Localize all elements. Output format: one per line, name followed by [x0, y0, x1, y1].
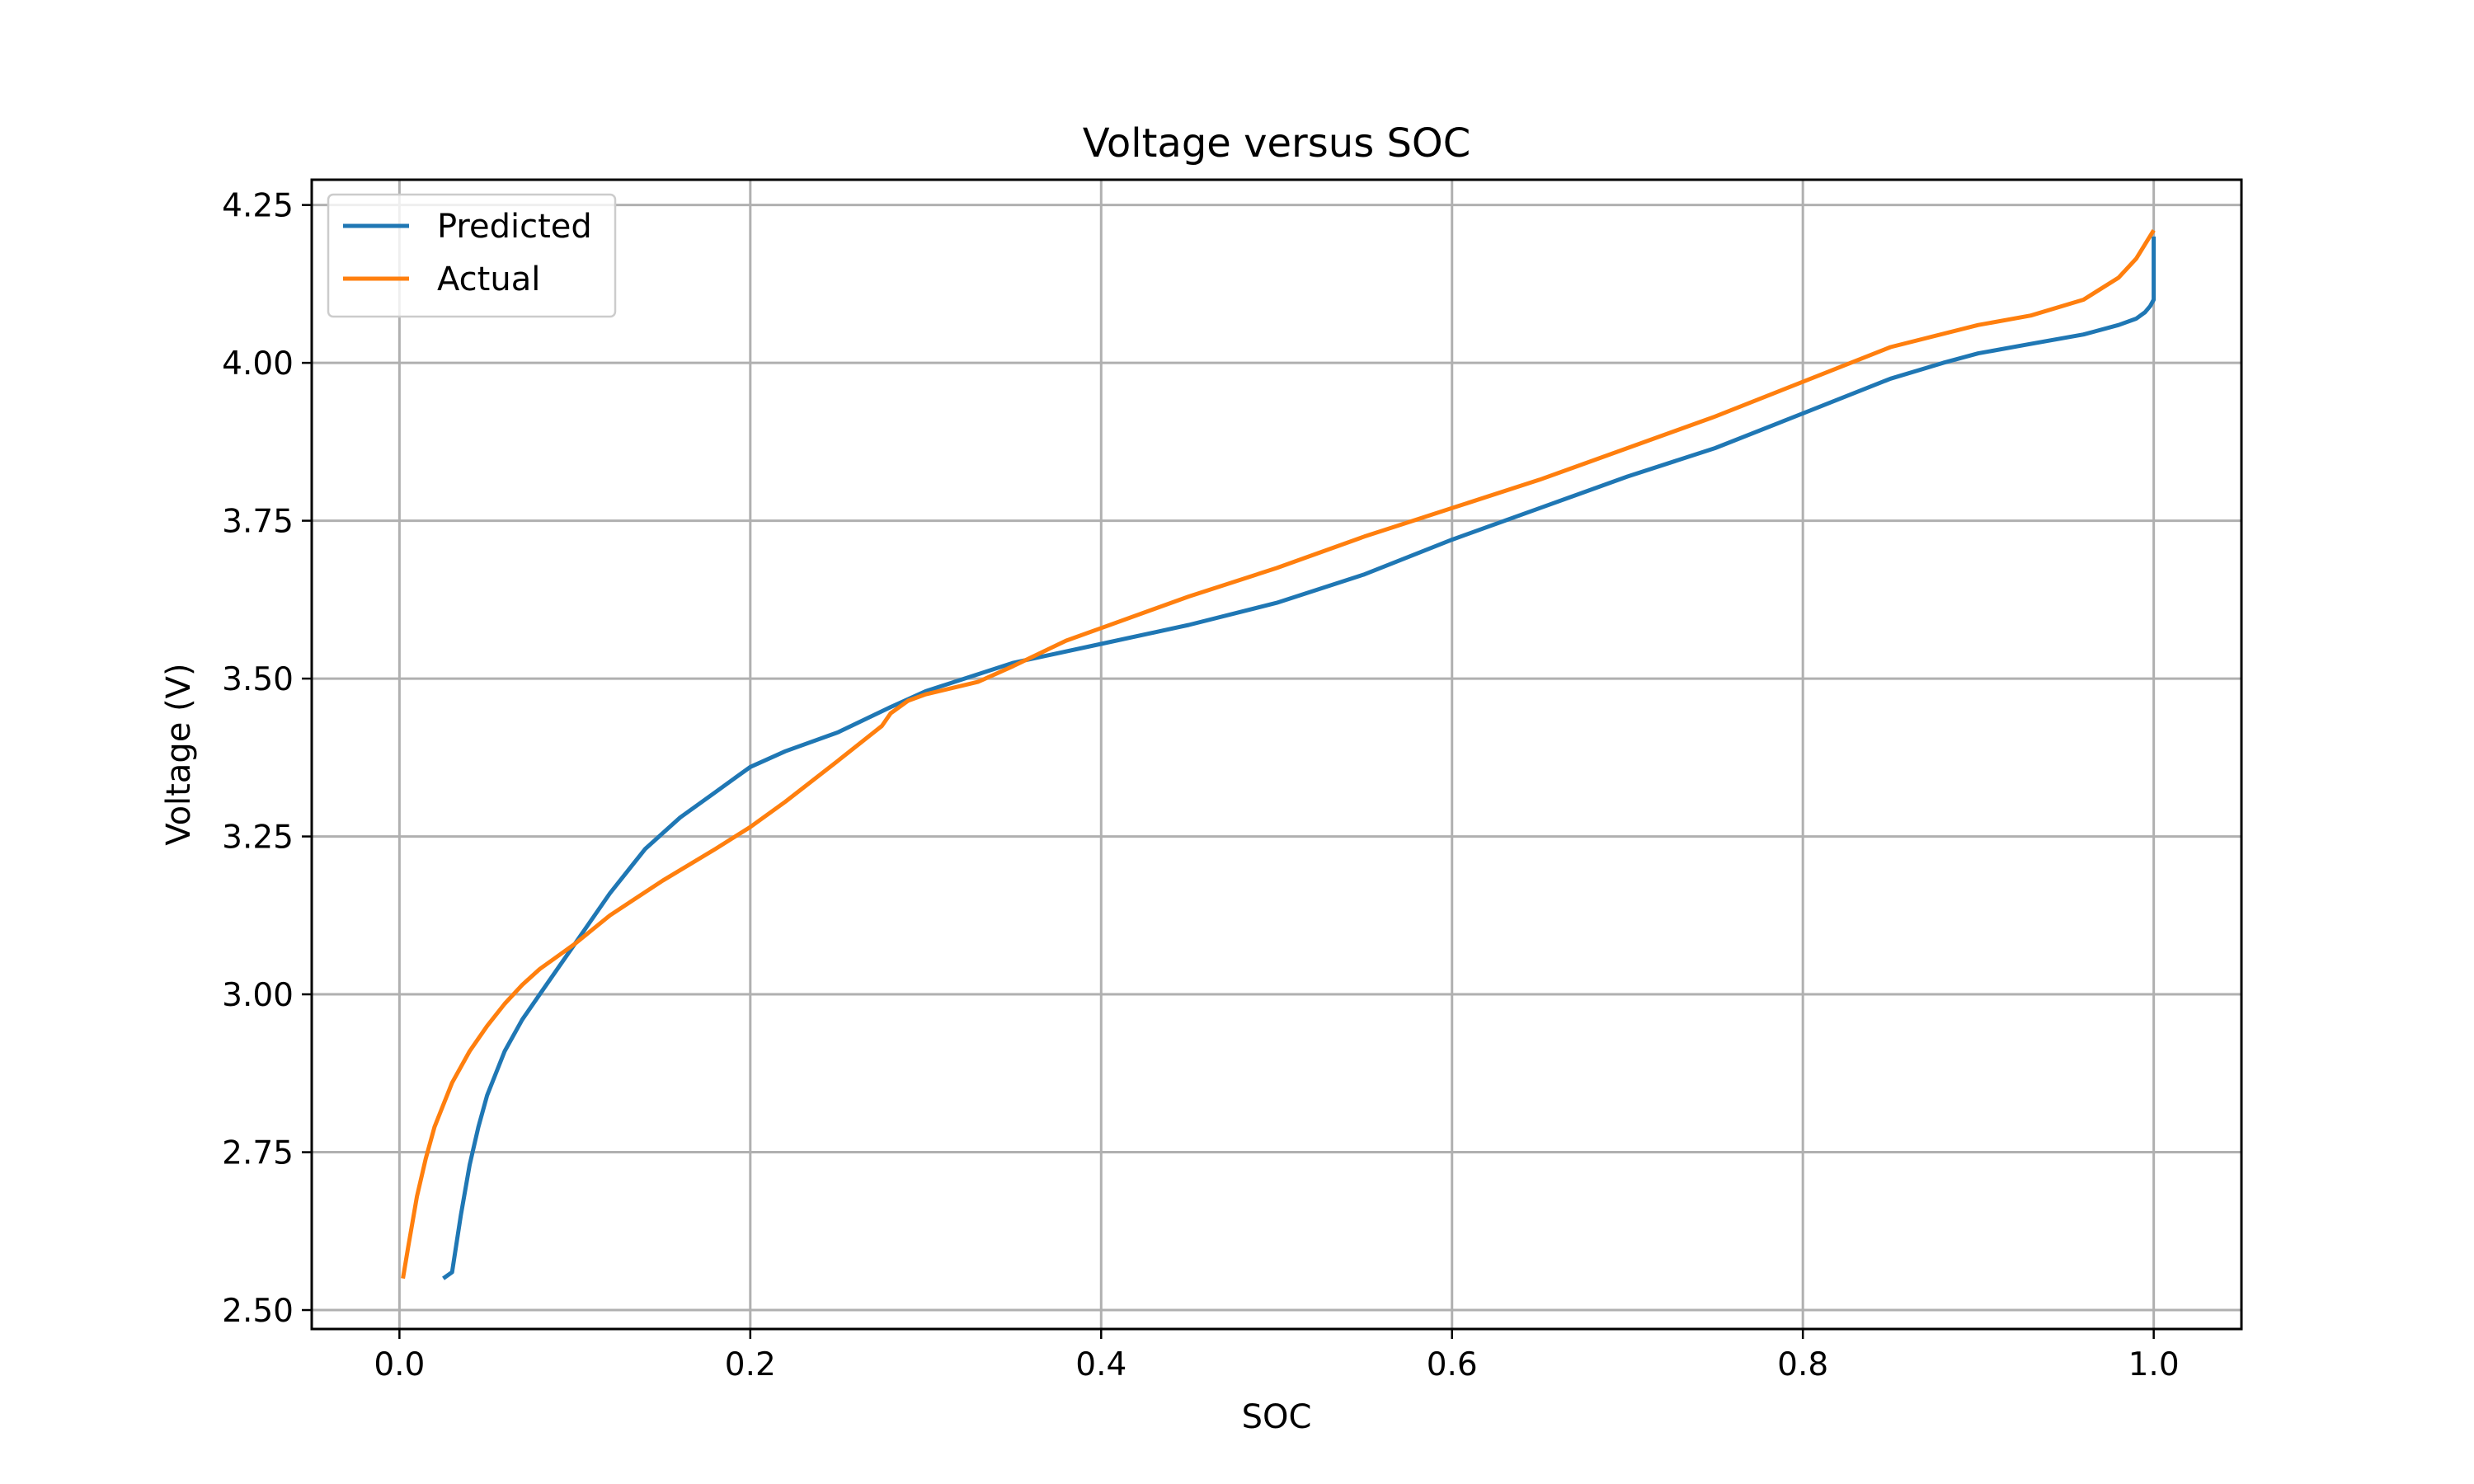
x-tick-label: 0.0	[374, 1346, 425, 1383]
y-tick-label: 2.75	[222, 1135, 294, 1172]
y-tick-label: 4.25	[222, 188, 294, 225]
y-tick-label: 3.25	[222, 819, 294, 857]
y-axis-label: Voltage (V)	[160, 663, 198, 845]
y-tick-label: 3.50	[222, 661, 294, 698]
chart-title: Voltage versus SOC	[1083, 120, 1470, 167]
legend-label-predicted: Predicted	[437, 208, 592, 246]
grid	[312, 180, 2241, 1329]
y-tick-label: 3.75	[222, 504, 294, 541]
y-tick-label: 2.50	[222, 1293, 294, 1330]
plot-frame	[310, 178, 2243, 1331]
x-tick-label: 0.2	[725, 1346, 776, 1383]
x-axis-label: SOC	[1242, 1398, 1312, 1436]
series-line-actual	[401, 228, 2156, 1280]
series-layer	[401, 228, 2157, 1280]
x-tick-label: 0.4	[1075, 1346, 1126, 1383]
y-tick-label: 3.00	[222, 977, 294, 1014]
y-tick-label: 4.00	[222, 345, 294, 383]
x-tick-label: 0.8	[1777, 1346, 1828, 1383]
series-line-predicted	[442, 236, 2157, 1280]
x-tick-label: 0.6	[1427, 1346, 1478, 1383]
legend-label-actual: Actual	[437, 261, 540, 298]
x-tick-label: 1.0	[2128, 1346, 2180, 1383]
legend: Predicted Actual	[327, 193, 617, 318]
ticks: 0.0 0.2 0.4 0.6 0.8 1.0 2.50 2.75 3.00 3.25 3.50 3.…	[222, 188, 2179, 1383]
